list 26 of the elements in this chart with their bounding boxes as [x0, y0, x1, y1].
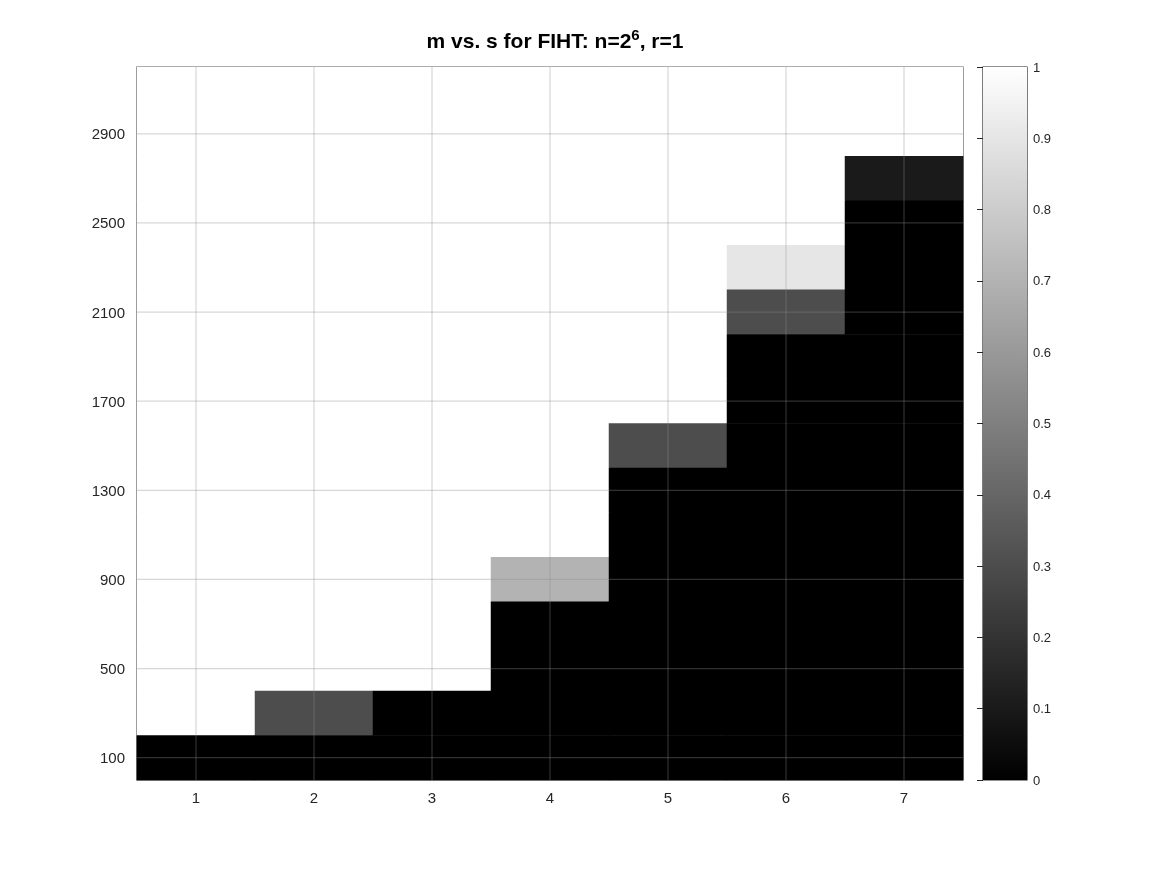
color-bar-label: 1 [1033, 59, 1041, 75]
color-bar-label: 0.4 [1033, 487, 1052, 503]
color-bar-label: 0.6 [1033, 344, 1052, 360]
x-tick-label: 1 [191, 789, 201, 806]
x-tick-label: 4 [545, 789, 555, 806]
y-tick-label: 500 [99, 660, 125, 678]
x-tick-label: 3 [427, 789, 437, 806]
y-tick-label: 900 [99, 570, 125, 588]
color-bar-label: 0.5 [1033, 416, 1052, 431]
x-tick-label: 7 [899, 789, 909, 806]
color-bar-label: 0.7 [1033, 273, 1052, 289]
color-bar-label: 0 [1033, 772, 1041, 788]
color-bar-label: 0.8 [1033, 202, 1052, 218]
color-bar-label: 0.3 [1033, 558, 1052, 574]
y-tick-label: 2900 [91, 125, 125, 143]
y-tick-label: 1700 [91, 392, 125, 410]
y-tick-label: 2500 [91, 214, 125, 232]
y-tick-label: 100 [99, 749, 125, 767]
color-bar-label: 0.1 [1033, 701, 1052, 717]
color-bar-label: 0.9 [1033, 130, 1052, 146]
x-tick-label: 2 [309, 789, 319, 806]
y-tick-label: 2100 [91, 303, 125, 321]
color-bar-label: 0.2 [1033, 629, 1052, 645]
y-tick-label: 1300 [91, 481, 125, 499]
x-tick-label: 6 [781, 789, 791, 806]
x-tick-label: 5 [663, 789, 673, 806]
